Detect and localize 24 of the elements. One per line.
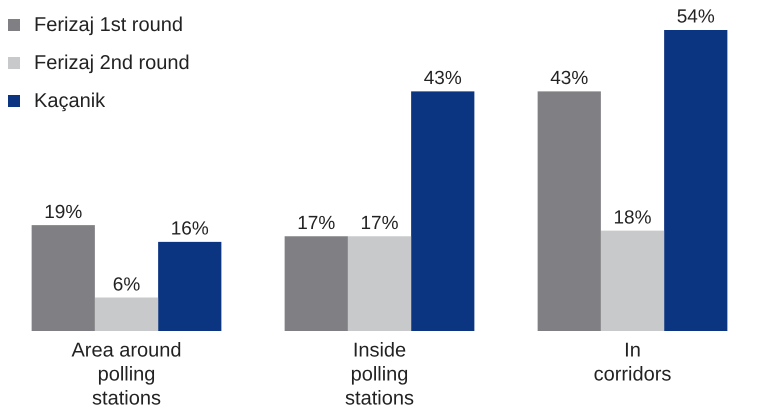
legend-label: Ferizaj 2nd round xyxy=(34,52,190,74)
bar xyxy=(411,91,474,331)
data-label: 6% xyxy=(112,274,140,296)
bar xyxy=(348,236,412,331)
data-label: 43% xyxy=(424,68,462,90)
data-label: 19% xyxy=(44,202,82,223)
bar xyxy=(32,225,95,331)
bar xyxy=(664,30,728,331)
x-tick-label: Area around polling stations xyxy=(71,340,182,410)
data-label: 17% xyxy=(360,212,399,234)
bar xyxy=(94,298,158,331)
data-label: 16% xyxy=(170,218,209,240)
legend-label: Ferizaj 1st round xyxy=(34,14,183,36)
data-label: 43% xyxy=(550,68,588,90)
x-tick-label: In corridors xyxy=(594,340,672,386)
data-label: 17% xyxy=(297,212,336,234)
bar xyxy=(600,230,664,331)
legend-label: Kaçanik xyxy=(34,90,106,112)
bar xyxy=(538,91,601,331)
bar xyxy=(158,242,222,331)
bar xyxy=(284,236,348,331)
x-tick-label: Inside polling stations xyxy=(345,340,414,410)
data-label: 18% xyxy=(613,207,652,228)
data-label: 54% xyxy=(676,6,715,28)
